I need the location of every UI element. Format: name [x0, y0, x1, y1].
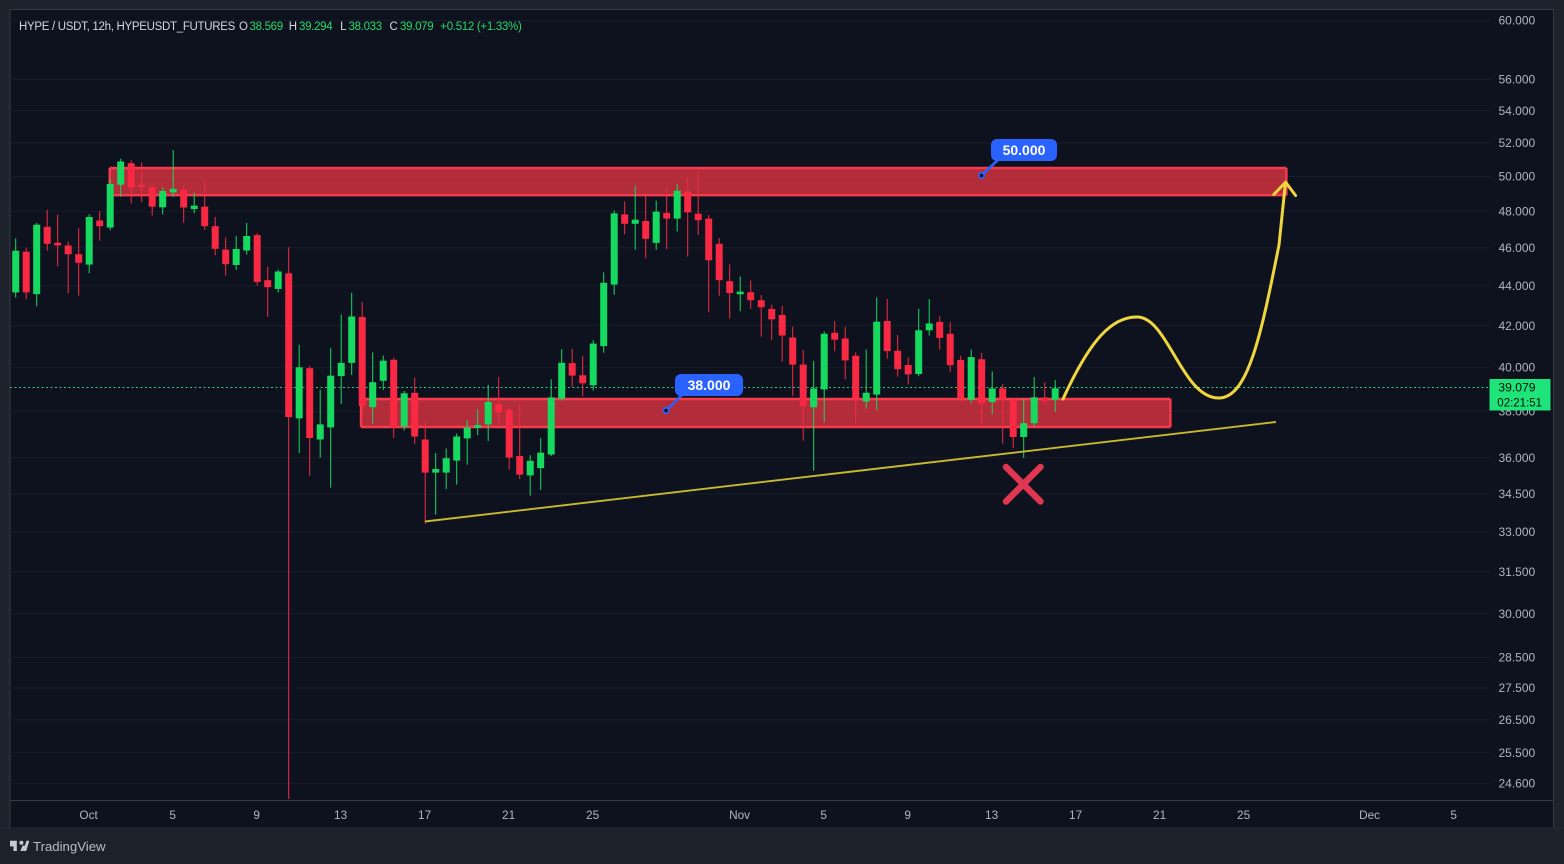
svg-text:Dec: Dec	[1359, 808, 1380, 822]
svg-text:38.569: 38.569	[250, 21, 283, 33]
svg-text:36.000: 36.000	[1499, 451, 1536, 465]
svg-text:17: 17	[418, 808, 431, 822]
svg-text:O: O	[239, 21, 248, 33]
svg-text:39.079: 39.079	[1498, 381, 1535, 395]
svg-text:39.079: 39.079	[400, 21, 433, 33]
svg-text:17: 17	[1069, 808, 1082, 822]
svg-text:L: L	[340, 21, 347, 33]
svg-text:+0.512 (+1.33%): +0.512 (+1.33%)	[440, 21, 522, 33]
svg-text:13: 13	[985, 808, 999, 822]
svg-text:60.000: 60.000	[1499, 14, 1536, 28]
svg-text:48.000: 48.000	[1499, 205, 1536, 219]
svg-text:Oct: Oct	[79, 808, 98, 822]
svg-text:56.000: 56.000	[1499, 73, 1536, 87]
svg-text:9: 9	[253, 808, 260, 822]
svg-text:5: 5	[820, 808, 827, 822]
svg-text:25: 25	[586, 808, 600, 822]
svg-text:40.000: 40.000	[1499, 361, 1536, 375]
svg-text:54.000: 54.000	[1499, 104, 1536, 118]
svg-text:34.500: 34.500	[1499, 487, 1536, 501]
svg-text:02:21:51: 02:21:51	[1497, 397, 1542, 409]
svg-text:C: C	[390, 21, 398, 33]
svg-text:50.000: 50.000	[1003, 142, 1046, 158]
svg-text:38.033: 38.033	[349, 21, 382, 33]
svg-text:31.500: 31.500	[1499, 565, 1536, 579]
svg-text:28.500: 28.500	[1499, 651, 1536, 665]
svg-text:50.000: 50.000	[1499, 170, 1536, 184]
svg-text:27.500: 27.500	[1499, 681, 1536, 695]
svg-text:9: 9	[904, 808, 911, 822]
svg-text:25: 25	[1237, 808, 1251, 822]
svg-text:24.600: 24.600	[1499, 777, 1536, 791]
svg-text:39.294: 39.294	[299, 21, 333, 33]
svg-text:13: 13	[334, 808, 348, 822]
svg-text:5: 5	[169, 808, 176, 822]
svg-text:25.500: 25.500	[1499, 746, 1536, 760]
svg-text:42.000: 42.000	[1499, 319, 1536, 333]
svg-text:26.500: 26.500	[1499, 713, 1536, 727]
svg-text:H: H	[289, 21, 297, 33]
svg-text:30.000: 30.000	[1499, 607, 1536, 621]
svg-text:5: 5	[1450, 808, 1457, 822]
svg-text:33.000: 33.000	[1499, 525, 1536, 539]
svg-text:TradingView: TradingView	[33, 839, 106, 854]
svg-text:44.000: 44.000	[1499, 279, 1536, 293]
svg-text:Nov: Nov	[729, 808, 750, 822]
svg-text:52.000: 52.000	[1499, 136, 1536, 150]
svg-text:38.000: 38.000	[688, 377, 731, 393]
svg-text:21: 21	[502, 808, 515, 822]
svg-text:21: 21	[1153, 808, 1166, 822]
svg-text:46.000: 46.000	[1499, 241, 1536, 255]
svg-text:HYPE / USDT, 12h, HYPEUSDT_FUT: HYPE / USDT, 12h, HYPEUSDT_FUTURES	[19, 21, 236, 33]
